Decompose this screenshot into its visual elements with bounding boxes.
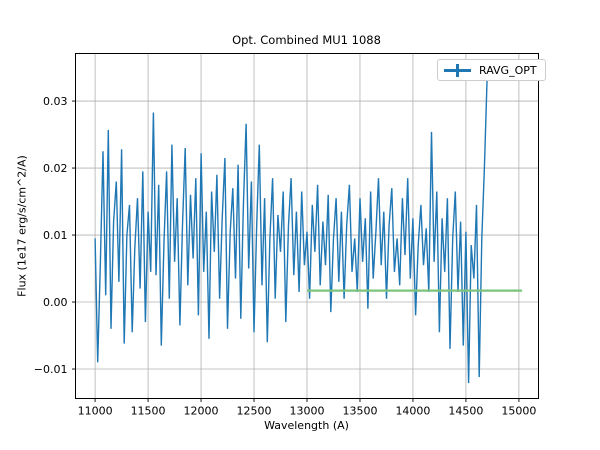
y-tick-label: 0.03 <box>43 95 68 108</box>
y-tick-label: 0.00 <box>43 296 68 309</box>
x-tick-label: 13000 <box>290 405 325 418</box>
x-tick-label: 13500 <box>342 405 377 418</box>
x-tick-label: 14500 <box>448 405 483 418</box>
chart-title: Opt. Combined MU1 1088 <box>232 33 381 47</box>
x-tick-label: 14000 <box>395 405 430 418</box>
y-tick-label: 0.01 <box>43 229 68 242</box>
errorbar-marker-icon <box>444 63 471 77</box>
spectrum-line <box>94 78 488 384</box>
legend-label: RAVG_OPT <box>479 63 537 77</box>
x-tick-label: 12500 <box>237 405 272 418</box>
y-tick-label: −0.01 <box>34 363 68 376</box>
y-axis-label: Flux (1e17 erg/s/cm^2/A) <box>15 155 29 297</box>
x-tick-label: 11000 <box>78 405 113 418</box>
errorbar-vline <box>456 63 459 77</box>
x-axis-label: Wavelength (A) <box>264 419 349 432</box>
x-tick-label: 11500 <box>131 405 166 418</box>
y-tick-label: 0.02 <box>43 162 68 175</box>
x-tick-label: 15000 <box>501 405 536 418</box>
legend: RAVG_OPT <box>437 59 546 81</box>
x-tick-label: 12000 <box>184 405 219 418</box>
